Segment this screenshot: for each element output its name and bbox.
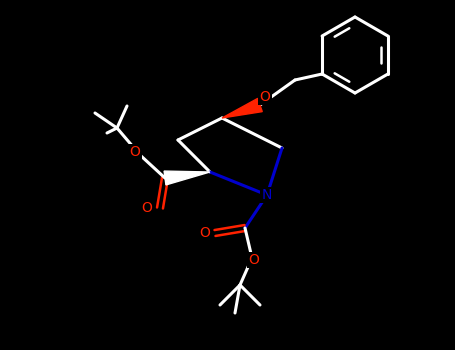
Text: O: O: [200, 226, 210, 240]
Text: O: O: [130, 145, 141, 159]
Polygon shape: [222, 98, 262, 118]
Text: O: O: [248, 253, 259, 267]
Text: O: O: [142, 201, 152, 215]
Text: O: O: [259, 90, 270, 104]
Polygon shape: [164, 171, 210, 185]
Text: N: N: [262, 188, 272, 202]
